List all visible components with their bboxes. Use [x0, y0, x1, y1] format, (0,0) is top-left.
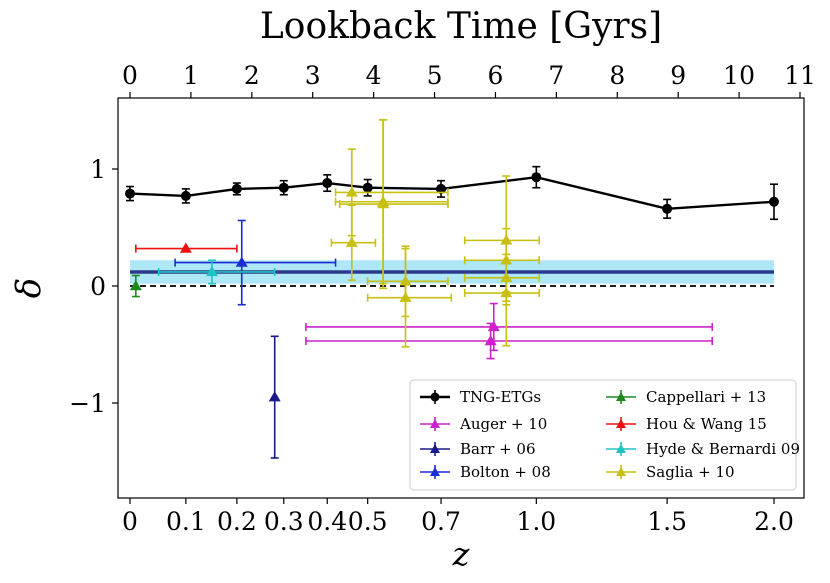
data-point — [345, 186, 358, 197]
legend-marker — [616, 392, 626, 401]
series-barr-06 — [268, 335, 281, 459]
legend-item-auger-10: Auger + 10 — [420, 415, 547, 433]
legend-marker — [616, 419, 626, 428]
series-cappellari-13 — [129, 274, 142, 298]
legend-item-barr-06: Barr + 06 — [420, 440, 536, 458]
data-layer — [125, 119, 779, 459]
legend-box — [409, 379, 797, 491]
legend-label: Hyde & Bernardi 09 — [646, 440, 800, 458]
data-point — [205, 265, 218, 277]
legend-label: Auger + 10 — [459, 415, 547, 433]
top-tick-label: 7 — [548, 61, 564, 90]
data-point — [179, 242, 192, 253]
series-hou-wang15 — [135, 242, 238, 253]
series-hyde-bernardi09 — [157, 259, 276, 285]
x-tick-label: 0.2 — [217, 507, 257, 536]
series-auger-10 — [305, 302, 714, 360]
top-tick-label: 11 — [784, 61, 816, 90]
top-tick-label: 9 — [670, 61, 686, 90]
top-tick-label: 2 — [244, 61, 260, 90]
y-tick-label: 1 — [90, 155, 106, 184]
legend-marker — [430, 392, 440, 402]
bottom-x-ticks: 0 0.1 0.2 0.3 0.4 0.5 0.7 1.0 1.5 2.0 — [122, 498, 794, 536]
y-tick-label: 0 — [90, 272, 106, 301]
data-point — [345, 236, 358, 247]
top-tick-label: 5 — [427, 61, 443, 90]
legend-marker — [430, 444, 440, 453]
legend-label: Saglia + 10 — [646, 463, 735, 481]
axes-layer — [117, 97, 805, 499]
x-tick-label: 0.4 — [307, 507, 347, 536]
data-point — [436, 183, 447, 194]
legend-marker — [430, 419, 440, 428]
data-point — [662, 203, 673, 214]
x-tick-label: 0.1 — [166, 507, 206, 536]
data-point — [487, 320, 500, 332]
data-point — [484, 334, 497, 346]
top-x-ticks: 0 1 2 3 4 5 6 7 8 9 10 11 — [122, 61, 816, 98]
data-point — [769, 196, 779, 207]
data-point — [399, 291, 412, 302]
legend-item-tng-etgs: TNG-ETGs — [420, 388, 541, 406]
x-tick-label: 0.7 — [421, 507, 461, 536]
data-point — [129, 280, 142, 291]
legend-label: Hou & Wang 15 — [646, 415, 767, 433]
y-ticks: 1 0 −1 — [69, 155, 118, 418]
data-point — [500, 287, 513, 298]
legend-label: Bolton + 08 — [460, 463, 551, 481]
x-tick-label: 1.0 — [516, 507, 556, 536]
series-tng-etgs — [125, 165, 779, 221]
legend-marker — [430, 467, 440, 476]
top-axis-title: Lookback Time [Gyrs] — [260, 6, 662, 47]
data-point — [322, 178, 333, 189]
legend-marker — [616, 444, 626, 453]
series-line — [129, 175, 775, 210]
data-point — [235, 256, 248, 267]
legend-item-cappellari-13: Cappellari + 13 — [606, 388, 766, 406]
legend-label: TNG-ETGs — [460, 388, 541, 406]
x-tick-label: 0.3 — [264, 507, 304, 536]
x-tick-label: 2.0 — [754, 507, 794, 536]
top-tick-label: 3 — [305, 61, 321, 90]
data-point — [125, 188, 135, 199]
y-axis-title: δ — [9, 278, 49, 298]
top-tick-label: 8 — [609, 61, 625, 90]
legend-item-saglia-10: Saglia + 10 — [606, 463, 735, 481]
legend-item-bolton-08: Bolton + 08 — [420, 463, 551, 481]
y-tick-label: −1 — [69, 389, 106, 418]
top-tick-label: 4 — [366, 61, 382, 90]
plot-frame — [117, 97, 805, 499]
top-tick-label: 10 — [723, 61, 755, 90]
legend: TNG-ETGs Auger + 10 Barr + 06 Bolton + 08 Ca… — [409, 379, 800, 491]
data-point — [231, 183, 242, 194]
legend-label: Barr + 06 — [460, 440, 536, 458]
data-point — [362, 182, 373, 193]
legend-item-hou-wang15: Hou & Wang 15 — [606, 415, 767, 433]
x-tick-label: 0 — [122, 507, 138, 536]
data-point — [377, 198, 390, 209]
top-tick-label: 0 — [122, 61, 138, 90]
data-point — [278, 182, 289, 193]
data-point — [180, 190, 191, 201]
x-axis-title: z — [452, 535, 471, 573]
top-tick-label: 6 — [488, 61, 504, 90]
legend-item-hyde-bernardi09: Hyde & Bernardi 09 — [606, 440, 800, 458]
series-bolton-08 — [174, 219, 337, 306]
data-point — [531, 172, 542, 183]
legend-label: Cappellari + 13 — [646, 388, 766, 406]
x-tick-label: 1.5 — [647, 507, 687, 536]
legend-marker — [616, 467, 626, 476]
top-tick-label: 1 — [183, 61, 199, 90]
series-saglia-10 — [330, 119, 541, 348]
x-tick-label: 0.5 — [348, 507, 388, 536]
data-point — [268, 391, 281, 402]
